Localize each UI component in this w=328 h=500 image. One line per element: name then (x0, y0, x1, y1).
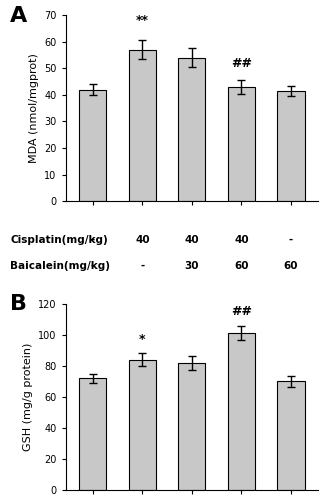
Text: *: * (139, 332, 146, 345)
Bar (228, 333, 255, 490)
Text: Cisplatin(mg/kg): Cisplatin(mg/kg) (10, 235, 108, 245)
Bar (277, 382, 304, 490)
Y-axis label: MDA (nmol/mgprot): MDA (nmol/mgprot) (29, 53, 39, 163)
Bar (79, 90, 107, 202)
Text: 40: 40 (234, 235, 249, 245)
Text: A: A (10, 6, 27, 25)
Text: -: - (289, 235, 293, 245)
Text: 30: 30 (185, 261, 199, 271)
Text: -: - (91, 235, 95, 245)
Bar (228, 87, 255, 202)
Y-axis label: GSH (mg/g protein): GSH (mg/g protein) (23, 342, 32, 451)
Bar (178, 362, 206, 490)
Text: 40: 40 (185, 235, 199, 245)
Text: -: - (91, 261, 95, 271)
Text: -: - (140, 261, 144, 271)
Bar (129, 50, 156, 202)
Text: 60: 60 (284, 261, 298, 271)
Text: 60: 60 (234, 261, 249, 271)
Text: ##: ## (231, 304, 252, 318)
Text: ##: ## (231, 56, 252, 70)
Text: **: ** (136, 14, 149, 27)
Bar (79, 378, 107, 490)
Bar (277, 91, 304, 202)
Text: 40: 40 (135, 235, 150, 245)
Bar (178, 58, 206, 202)
Bar (129, 360, 156, 490)
Text: B: B (10, 294, 27, 314)
Text: Baicalein(mg/kg): Baicalein(mg/kg) (10, 261, 110, 271)
